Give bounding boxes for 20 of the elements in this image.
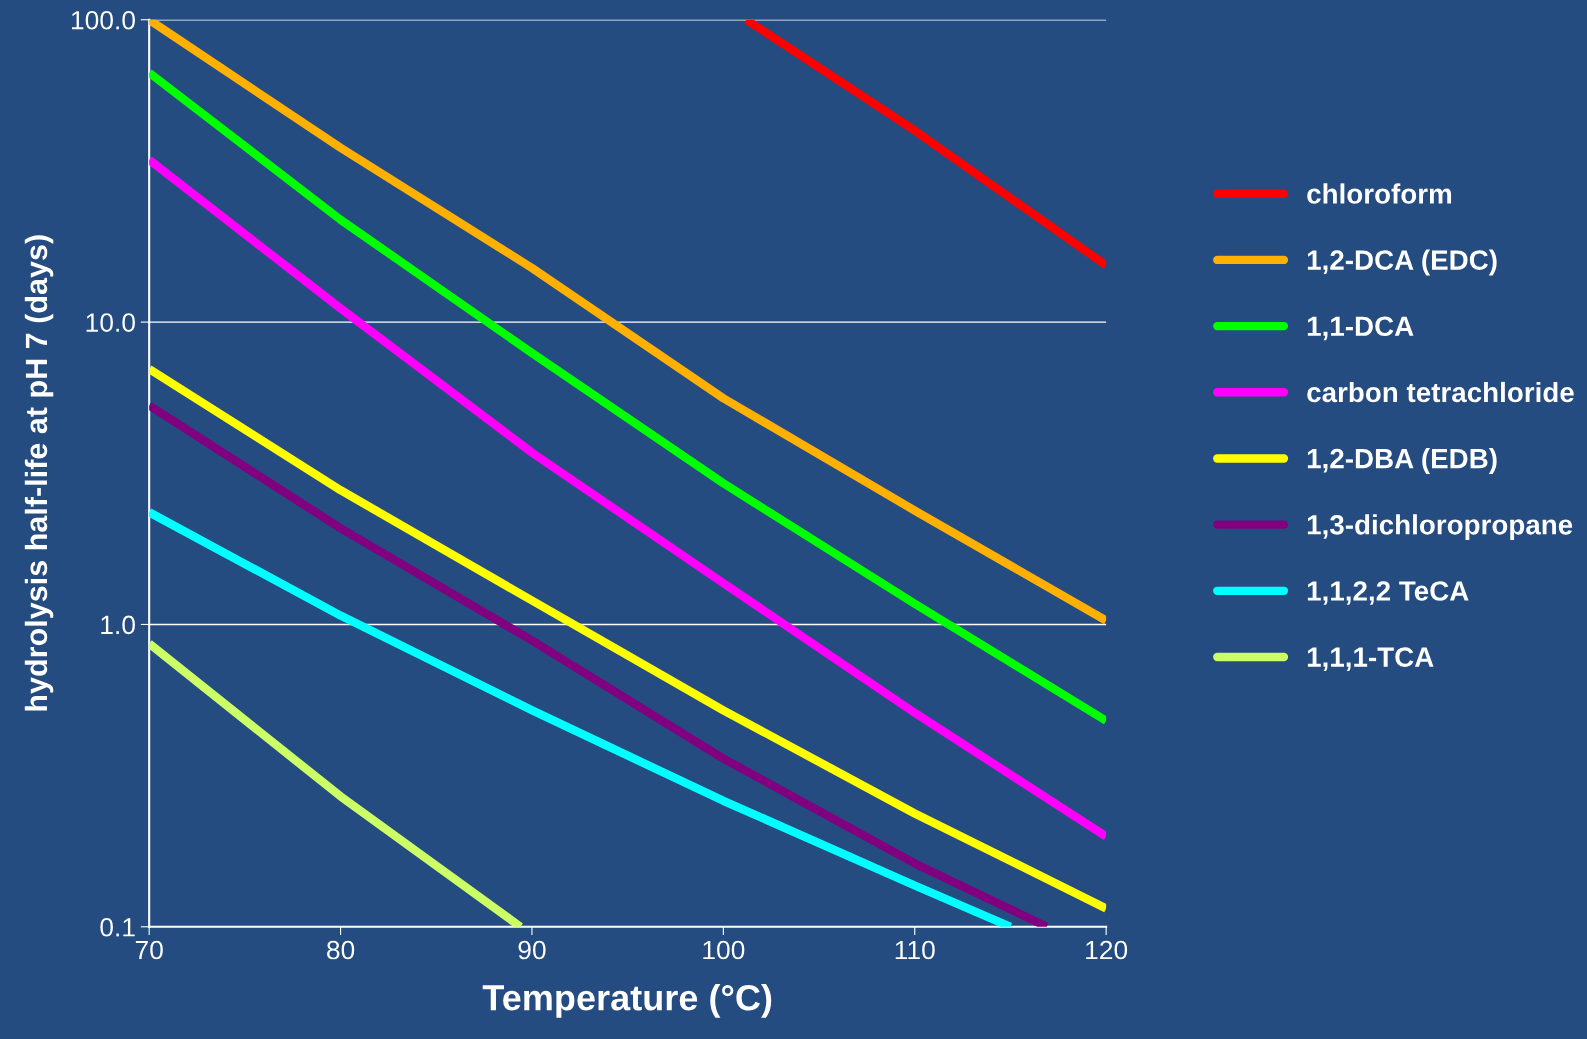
legend-label: carbon tetrachloride	[1307, 381, 1574, 403]
y-tick-label: 0.1	[100, 917, 135, 937]
legend-label: 1,1-DCA	[1307, 316, 1414, 341]
y-tick-label: 100.0	[71, 10, 135, 30]
x-tick-label: 110	[895, 940, 935, 960]
legend-label: 1,1,2,2 TeCA	[1307, 581, 1469, 605]
legend-label: chloroform	[1307, 183, 1452, 204]
y-tick-label: 10.0	[86, 313, 135, 332]
y-axis-title: hydrolysis half-life at pH 7 (days)	[24, 235, 54, 711]
legend-label: 1,2-DBA (EDB)	[1307, 448, 1497, 474]
x-tick-label: 100	[703, 940, 745, 960]
x-tick-label: 80	[327, 940, 355, 960]
legend-label: 1,2-DCA (EDC)	[1307, 249, 1497, 276]
x-tick-label: 70	[135, 940, 163, 960]
y-tick-label: 1.0	[101, 615, 135, 635]
x-tick-label: 120	[1086, 940, 1128, 960]
x-axis-title: Temperature (°C)	[482, 984, 772, 1018]
legend-label: 1,3-dichloropropane	[1307, 514, 1573, 541]
x-tick-label: 90	[518, 940, 546, 960]
legend-label: 1,1,1-TCA	[1307, 647, 1434, 671]
